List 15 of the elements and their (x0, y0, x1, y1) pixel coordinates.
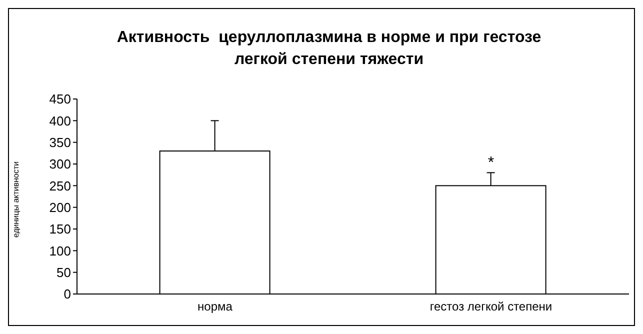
y-tick-label: 450 (49, 92, 71, 107)
y-tick-label: 250 (49, 178, 71, 194)
y-tick-label: 100 (49, 243, 71, 258)
y-tick-label: 150 (49, 222, 71, 237)
annotation: * (488, 154, 494, 172)
x-tick-label: гестоз легкой степени (430, 300, 552, 314)
x-tick-label: норма (198, 300, 233, 314)
y-tick-label: 300 (49, 156, 71, 172)
y-axis-title: единицы активности (12, 160, 20, 238)
y-tick-label: 350 (49, 134, 71, 150)
y-tick-label: 0 (64, 286, 71, 302)
y-tick-label: 50 (56, 264, 71, 280)
chart-title: Активность церуллоплазмина в норме и при гестозе легкой степени тяжести (116, 28, 542, 70)
y-tick-label: 400 (49, 113, 71, 128)
y-tick-label: 200 (49, 200, 71, 215)
